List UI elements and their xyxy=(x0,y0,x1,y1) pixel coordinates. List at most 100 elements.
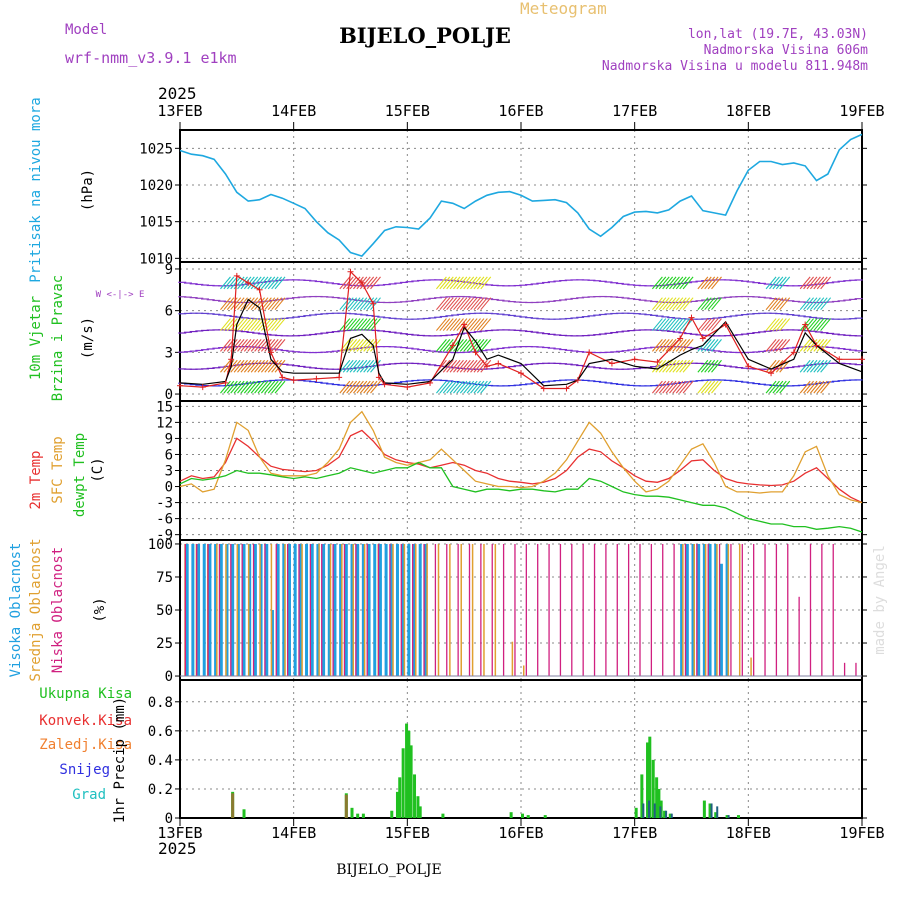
wind-arrow xyxy=(672,297,684,311)
wind-arrow xyxy=(803,276,814,290)
rain-bar xyxy=(441,813,445,818)
wind-arrow xyxy=(346,380,358,394)
y-tick-label: 0 xyxy=(165,669,173,685)
rain-bar xyxy=(543,815,547,818)
high-cloud-bar xyxy=(248,543,252,677)
wind-arrow xyxy=(662,339,674,352)
wind-arrow xyxy=(682,276,694,290)
wind-arrow xyxy=(220,339,231,352)
high-cloud-bar xyxy=(407,543,411,677)
wind-arrow xyxy=(349,339,361,352)
wind-arrow xyxy=(669,359,680,373)
low-cloud-bar xyxy=(321,543,323,677)
wind-arrow xyxy=(470,276,481,290)
y-tick-label: 6 xyxy=(165,447,173,463)
wind-arrow xyxy=(267,276,279,290)
precip-unit: 1hr Precip (mm) xyxy=(112,697,128,823)
y-tick-label: 100 xyxy=(148,537,173,553)
wind-arrow xyxy=(665,359,677,373)
wind-arrow xyxy=(260,276,272,290)
wind-arrow xyxy=(230,380,242,394)
rain-bar xyxy=(405,723,409,818)
wind-arrow xyxy=(707,276,719,290)
compass-label: W <-|-> E xyxy=(96,290,145,300)
wind-arrow xyxy=(697,297,709,311)
high-cloud-bar xyxy=(236,543,240,677)
wind-arrow xyxy=(704,318,716,331)
wind-arrow xyxy=(243,318,255,331)
wind-arrow xyxy=(453,380,464,394)
low-cloud-bar xyxy=(468,543,471,677)
rain-bar xyxy=(708,803,712,818)
wind-arrow xyxy=(655,318,667,331)
low-cloud-bar xyxy=(252,543,255,677)
low-cloud-bar xyxy=(480,543,482,677)
wind-arrow xyxy=(470,359,481,373)
wind-arrow xyxy=(806,359,818,373)
wind-arrow xyxy=(271,339,283,352)
wind-arrow xyxy=(223,276,235,290)
mid-cloud-bar xyxy=(259,543,261,677)
wind-arrow xyxy=(711,359,722,373)
wind-arrow xyxy=(456,339,468,352)
wind-arrow xyxy=(682,359,694,373)
wind-arrow xyxy=(250,339,262,352)
mid-cloud-bar xyxy=(403,543,406,677)
high-cloud-bar xyxy=(185,543,189,677)
wind-arrow xyxy=(442,318,454,331)
mid-cloud-bar xyxy=(523,665,525,677)
wind-arrow xyxy=(707,318,719,331)
rain-bar xyxy=(526,815,530,818)
mid-cloud-bar xyxy=(329,543,332,677)
mid-cloud-bar xyxy=(318,543,320,677)
wind-arrow xyxy=(260,339,272,352)
high-cloud-bar xyxy=(685,543,689,677)
wind-arrow xyxy=(820,359,832,373)
wind-arrow xyxy=(339,380,351,394)
wind-arrow xyxy=(779,339,791,352)
high-cloud-bar xyxy=(395,543,399,677)
wind-arrow xyxy=(816,276,828,290)
wind-arrow xyxy=(679,359,691,373)
mid-cloud-bar xyxy=(247,543,250,677)
wind-arrow xyxy=(669,380,680,394)
wind-arrow xyxy=(436,318,447,331)
rain-bar xyxy=(521,813,524,818)
wind-arrow xyxy=(769,380,780,394)
wind-arrow xyxy=(463,380,475,394)
wind-arrow xyxy=(803,318,814,331)
y-tick-label: 0.4 xyxy=(148,753,173,769)
low-cloud-bar xyxy=(525,543,527,677)
wind-arrow xyxy=(813,297,825,311)
high-cloud-bar xyxy=(413,543,417,677)
rain-bar xyxy=(398,777,402,818)
wind-arrow xyxy=(247,318,259,331)
wind-arrow xyxy=(346,318,358,331)
mid-cloud-ylabel: Srednja Oblacnost xyxy=(28,538,44,681)
wind-arrow xyxy=(353,276,364,290)
low-cloud-bar xyxy=(389,543,391,677)
wind-arrow xyxy=(250,359,262,373)
wind-arrow xyxy=(274,276,286,290)
low-cloud-bar xyxy=(559,543,562,677)
wind-arrow xyxy=(436,380,447,394)
high-cloud-bar xyxy=(316,543,320,677)
wind-arrow xyxy=(704,276,716,290)
low-cloud-bar xyxy=(537,543,539,677)
wind-arrow xyxy=(799,276,811,290)
wind-ylabel-1: 10m Vjetar xyxy=(28,296,44,380)
pressure-line xyxy=(179,133,863,258)
wind-arrow xyxy=(651,276,663,290)
low-cloud-bar xyxy=(377,543,380,677)
low-cloud-bar xyxy=(696,543,698,677)
mid-cloud-bar xyxy=(392,543,394,677)
high-cloud-bar xyxy=(697,543,701,677)
mid-cloud-bar xyxy=(415,543,417,677)
wind-arrow xyxy=(809,359,821,373)
wind-arrow xyxy=(675,339,687,352)
high-cloud-bar xyxy=(282,543,286,677)
rain-bar xyxy=(395,791,399,818)
wind-arrow xyxy=(240,318,252,331)
wind-arrow xyxy=(697,359,709,373)
x-day-label-bottom: 13FEB xyxy=(157,824,202,842)
